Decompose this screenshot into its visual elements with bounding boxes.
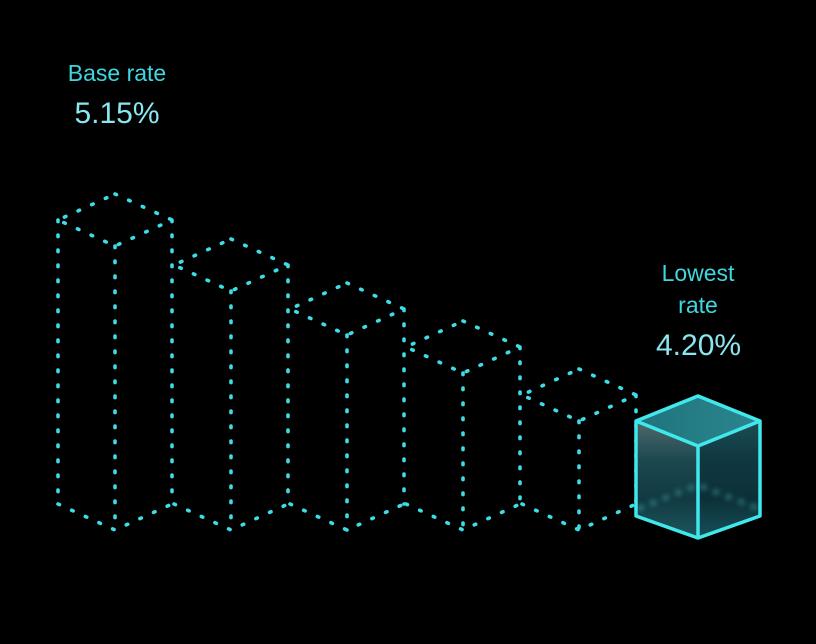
bar-2-wireframe	[169, 237, 293, 532]
bar-5-wireframe	[517, 367, 641, 532]
base-rate-annotation: Base rate 5.15%	[37, 57, 197, 131]
dotted-bars-group	[53, 192, 641, 532]
bar-1-wireframe	[53, 192, 177, 532]
bar-4-wireframe	[401, 319, 525, 532]
lowest-rate-annotation: Lowest rate 4.20%	[656, 257, 742, 363]
cube-left-face	[636, 421, 698, 538]
lowest-rate-value: 4.20%	[656, 329, 742, 362]
base-rate-label: Base rate	[67, 60, 167, 86]
base-rate-value: 5.15%	[74, 97, 160, 130]
solid-cube-group	[634, 394, 762, 540]
cube-right-face	[698, 421, 760, 538]
cube-outline	[634, 394, 762, 540]
bar-3-wireframe	[285, 281, 409, 532]
lowest-rate-label: Lowest rate	[661, 260, 735, 318]
